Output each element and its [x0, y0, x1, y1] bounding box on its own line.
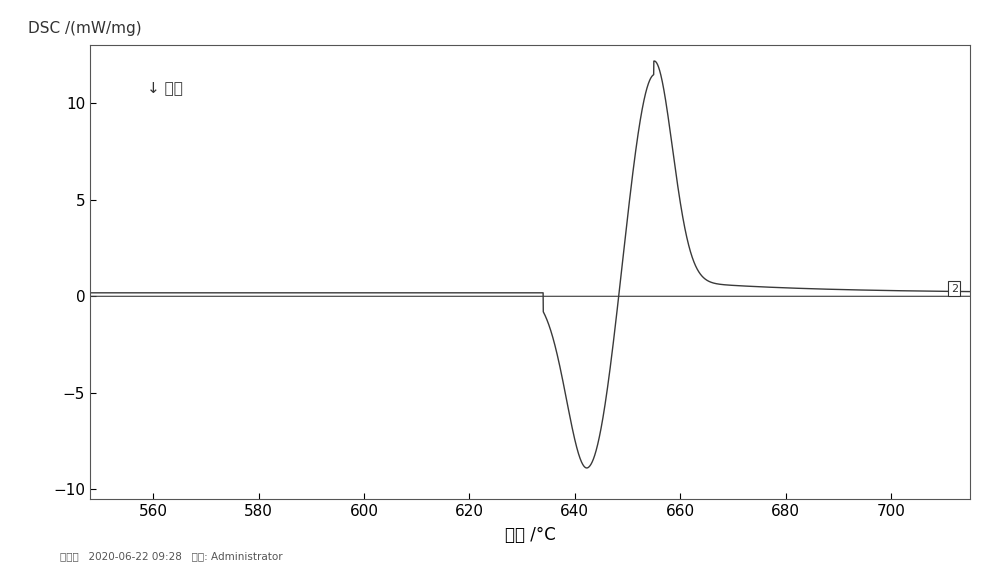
- Text: DSC /(mW/mg): DSC /(mW/mg): [28, 22, 142, 36]
- X-axis label: 温度 /°C: 温度 /°C: [505, 526, 555, 544]
- Text: ↓ 放燭: ↓ 放燭: [147, 82, 183, 96]
- Text: 主管口   2020-06-22 09:28   用户: Administrator: 主管口 2020-06-22 09:28 用户: Administrator: [60, 551, 283, 561]
- Text: 2: 2: [951, 284, 958, 294]
